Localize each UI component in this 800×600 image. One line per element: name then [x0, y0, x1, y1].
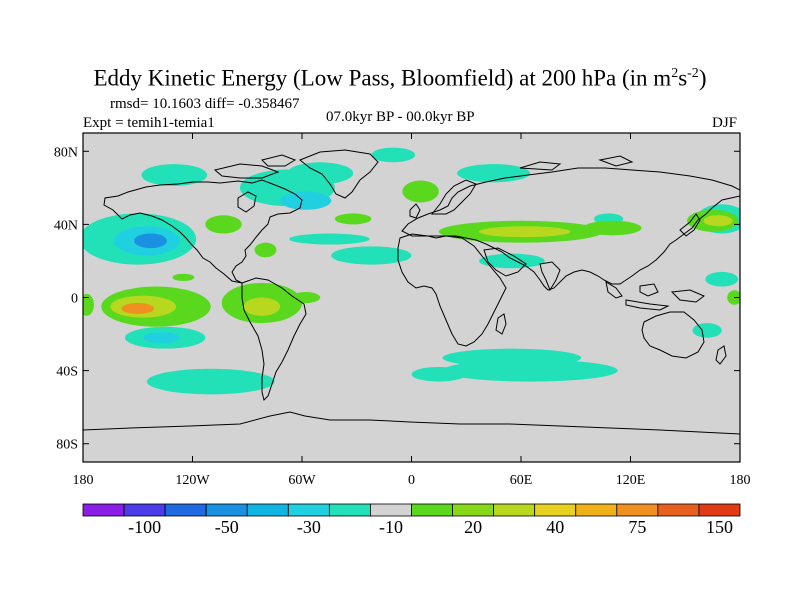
coastlines	[83, 149, 740, 435]
lon-tick-label: 180	[73, 473, 94, 488]
colorbar-label: -50	[214, 517, 239, 537]
colorbar-label: -100	[128, 517, 162, 537]
anomaly-region-26	[243, 297, 281, 316]
coastline-new-zealand	[715, 345, 727, 365]
anomaly-region-14	[146, 368, 275, 395]
coastline-arabia	[483, 247, 527, 277]
colorbar-swatch	[534, 503, 577, 517]
anomaly-region-16	[442, 359, 618, 382]
colorbar-label: 40	[546, 517, 565, 537]
anomaly-region-28	[172, 273, 195, 282]
anomaly-region-6	[141, 164, 208, 187]
coastline-greenland	[299, 149, 379, 199]
anomaly-region-31	[334, 213, 372, 225]
lat-tick-label: 0	[71, 292, 78, 307]
coastline-india	[539, 261, 561, 292]
colorbar-swatch	[452, 503, 495, 517]
colorbar-swatch	[164, 503, 207, 517]
longitude-axis: 180 120W 60W 0 60E 120E 180	[73, 133, 751, 488]
period-label: 07.0kyr BP - 00.0kyr BP	[326, 109, 475, 125]
colorbar-label: -30	[296, 517, 321, 537]
map-title: Eddy Kinetic Energy (Low Pass, Bloomfiel…	[93, 65, 707, 91]
colorbar-swatch	[287, 503, 330, 517]
coastline-uk	[409, 203, 421, 219]
lon-tick-label: 180	[730, 473, 751, 488]
coastline-madagascar	[495, 313, 507, 335]
colorbar-swatch	[493, 503, 536, 517]
coastline-hudson-bay	[237, 191, 257, 213]
colorbar-swatch	[123, 503, 166, 517]
season-label: DJF	[712, 115, 738, 131]
lon-tick-label: 60W	[288, 473, 316, 488]
colorbar	[82, 503, 741, 517]
anomaly-region-17	[411, 366, 467, 382]
anomaly-region-39	[83, 293, 94, 316]
coastline-scandinavia	[430, 179, 477, 215]
colorbar-label: 75	[628, 517, 647, 537]
coastline-north-america	[103, 179, 303, 284]
anomaly-region-13	[143, 332, 180, 344]
colorbar-swatch	[370, 503, 412, 517]
coastline-arctic-islands	[213, 163, 280, 179]
colorbar-swatch	[205, 503, 248, 517]
latitude-axis: 80N 40N 0 40S 80S	[54, 145, 740, 453]
lat-tick-label: 80N	[54, 145, 78, 160]
coastline-japan	[679, 213, 701, 237]
anomaly-region-30	[254, 242, 277, 258]
lon-tick-label: 120W	[175, 473, 210, 488]
anomaly-region-38	[727, 290, 740, 305]
coastline-africa	[397, 233, 507, 347]
anomaly-region-29	[205, 215, 242, 234]
colorbar-swatch	[698, 503, 741, 517]
anomaly-region-27	[291, 292, 321, 303]
anomaly-region-8	[457, 164, 531, 183]
anomaly-region-20	[705, 271, 739, 287]
anomaly-region-5	[280, 191, 332, 210]
lon-tick-label: 0	[408, 473, 415, 488]
colorbar-label: -10	[378, 517, 403, 537]
colorbar-swatch	[575, 503, 618, 517]
coastline-australia	[641, 311, 705, 359]
anomaly-region-34	[479, 226, 571, 238]
anomaly-region-7	[371, 147, 416, 163]
anomaly-region-10	[289, 233, 370, 245]
anomaly-region-18	[692, 323, 722, 338]
coastline-south-america	[241, 277, 307, 401]
lon-tick-label: 60E	[510, 473, 533, 488]
lat-tick-label: 40S	[56, 365, 78, 380]
colorbar-label: 20	[464, 517, 483, 537]
colorbar-swatch	[616, 503, 659, 517]
colorbar-label: 150	[705, 517, 733, 537]
colorbar-swatch	[328, 503, 371, 517]
anomaly-region-2	[134, 233, 167, 249]
anomaly-region-24	[121, 302, 155, 314]
colorbar-swatch	[82, 503, 125, 517]
experiment-label: Expt = temih1-temia1	[83, 115, 215, 131]
anomaly-region-32	[402, 180, 439, 203]
colorbar-swatch	[411, 503, 453, 517]
anomaly-region-35	[583, 220, 642, 236]
colorbar-swatch	[246, 503, 289, 517]
anomaly-region-37	[703, 215, 733, 227]
lat-tick-label: 80S	[56, 438, 78, 453]
lon-tick-label: 120E	[616, 473, 646, 488]
anomaly-region-9	[331, 246, 412, 265]
anomaly-region-11	[479, 253, 545, 269]
coastline-eurasia	[401, 167, 740, 291]
stats-text: rmsd= 10.1603 diff= -0.358467	[110, 96, 300, 112]
lat-tick-label: 40N	[54, 218, 78, 233]
coastline-antarctica	[83, 411, 740, 435]
colorbar-swatch	[657, 503, 700, 517]
coastline-indonesia	[605, 280, 623, 299]
anomaly-field	[83, 147, 740, 395]
